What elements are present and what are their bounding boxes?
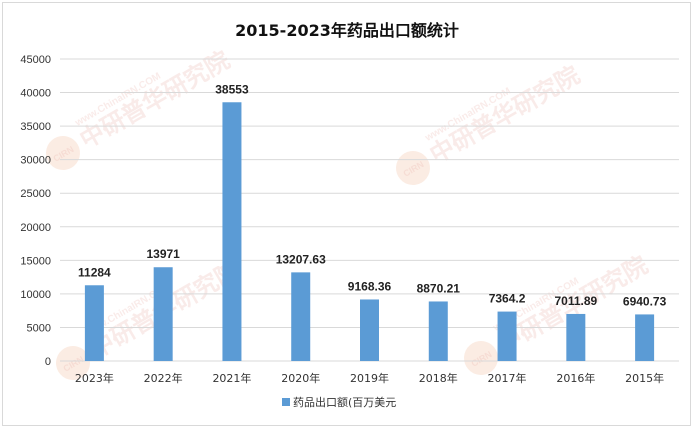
data-label: 38553 xyxy=(215,82,249,96)
data-label: 13207.63 xyxy=(276,252,326,266)
x-category-label: 2015年 xyxy=(625,371,664,385)
chart-frame: CIRN 中研普华研究院 www.ChinaIRN.COM CIRN 中研普华研究院 ww… xyxy=(2,2,691,426)
data-label: 13971 xyxy=(146,247,180,261)
y-tick-label: 10000 xyxy=(20,289,51,301)
data-label: 7364.2 xyxy=(489,292,526,306)
bar-2018年 xyxy=(428,301,448,361)
watermark-logo xyxy=(464,341,498,375)
bar-2021年 xyxy=(222,102,242,361)
data-label: 11284 xyxy=(78,265,111,279)
x-category-label: 2019年 xyxy=(350,371,389,385)
x-axis-labels: 2023年 2022年 2021年 2020年 2019年 2018年 2017年 2016年… xyxy=(75,371,664,385)
data-label: 9168.36 xyxy=(348,279,392,293)
x-category-label: 2017年 xyxy=(488,371,527,385)
data-label: 8870.21 xyxy=(417,281,461,295)
y-tick-label: 0 xyxy=(45,356,51,368)
y-tick-label: 40000 xyxy=(20,88,51,100)
x-category-label: 2021年 xyxy=(212,371,251,385)
watermark-logo xyxy=(46,136,80,170)
y-tick-label: 25000 xyxy=(20,188,51,200)
x-category-label: 2016年 xyxy=(556,371,595,385)
y-tick-label: 20000 xyxy=(20,222,51,234)
data-label: 7011.89 xyxy=(554,294,597,308)
chart-title: 2015-2023年药品出口额统计 xyxy=(235,21,459,40)
y-tick-label: 5000 xyxy=(27,322,51,334)
data-labels: 11284 13971 38553 13207.63 9168.36 8870.21 736… xyxy=(78,82,667,308)
bars xyxy=(84,102,655,361)
bar-2020年 xyxy=(291,272,311,361)
x-category-label: 2023年 xyxy=(75,371,114,385)
y-axis-ticks: 0 5000 10000 15000 20000 25000 30000 35000 40000… xyxy=(20,54,51,368)
y-tick-label: 15000 xyxy=(20,255,51,267)
watermark-logo xyxy=(56,346,90,380)
legend-swatch xyxy=(282,398,290,406)
watermark-brand: 中研普华研究院 xyxy=(425,61,584,169)
y-tick-label: 30000 xyxy=(20,155,51,167)
bar-2019年 xyxy=(360,299,379,361)
bar-2023年 xyxy=(84,285,104,361)
watermark-brand: 中研普华研究院 xyxy=(75,46,234,154)
legend[interactable]: 药品出口额(百万美元 xyxy=(282,395,396,409)
x-category-label: 2022年 xyxy=(144,371,183,385)
x-category-label: 2020年 xyxy=(281,371,320,385)
bar-2016年 xyxy=(566,313,586,361)
data-label: 6940.73 xyxy=(623,294,667,308)
bar-2017年 xyxy=(497,311,517,361)
bar-2015年 xyxy=(635,314,655,361)
y-tick-label: 35000 xyxy=(20,121,51,133)
y-tick-label: 45000 xyxy=(20,54,51,66)
legend-label: 药品出口额(百万美元 xyxy=(293,395,396,409)
x-category-label: 2018年 xyxy=(419,371,458,385)
bar-2022年 xyxy=(153,267,173,361)
